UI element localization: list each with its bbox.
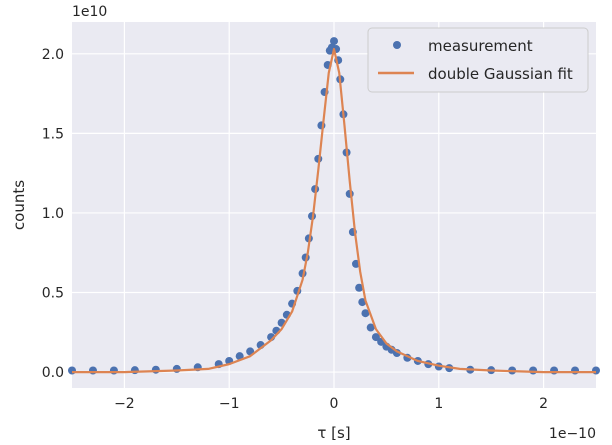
y-tick-label: 2.0: [42, 47, 64, 63]
measurement-point: [172, 364, 181, 373]
fit-line-layer: [72, 47, 596, 374]
legend-marker-measurement: [393, 41, 401, 49]
y-tick-label: 0.0: [42, 365, 64, 381]
measurement-point: [550, 366, 559, 375]
measurement-point: [235, 352, 244, 361]
measurement-point: [130, 366, 139, 375]
measurement-point: [592, 366, 600, 375]
measurement-point: [366, 323, 375, 332]
measurement-point: [88, 366, 97, 375]
measurement-point: [571, 366, 580, 375]
measurement-point: [529, 366, 538, 375]
y-tick-label: 1.0: [42, 206, 64, 222]
y-tick-label: 0.5: [42, 286, 64, 302]
y-axis-label: counts: [10, 180, 28, 230]
measurement-point: [361, 309, 370, 318]
x-tick-label: −1: [219, 396, 240, 412]
x-tick-labels: −2 −1 0 1 2: [114, 396, 548, 412]
y-offset-text: 1e10: [72, 4, 107, 20]
legend: measurement double Gaussian fit: [367, 27, 589, 93]
legend-label-fit: double Gaussian fit: [428, 65, 573, 83]
legend-label-measurement: measurement: [428, 37, 533, 55]
fit-line: [72, 47, 596, 374]
x-tick-label: 0: [330, 396, 339, 412]
measurement-point: [68, 366, 76, 375]
legend-box: [367, 27, 589, 93]
measurement-point: [151, 365, 160, 374]
measurement-point: [355, 283, 364, 292]
x-tick-label: 1: [434, 396, 443, 412]
y-tick-label: 1.5: [42, 126, 64, 142]
x-tick-label: 2: [539, 396, 548, 412]
y-tick-labels: 0.0 0.5 1.0 1.5 2.0: [42, 47, 64, 381]
measurement-point: [371, 333, 380, 342]
measurement-point: [109, 366, 118, 375]
x-offset-text: 1e−10: [549, 426, 596, 442]
x-tick-label: −2: [114, 396, 135, 412]
measurement-point: [330, 37, 338, 46]
x-axis-label: τ [s]: [317, 424, 350, 442]
